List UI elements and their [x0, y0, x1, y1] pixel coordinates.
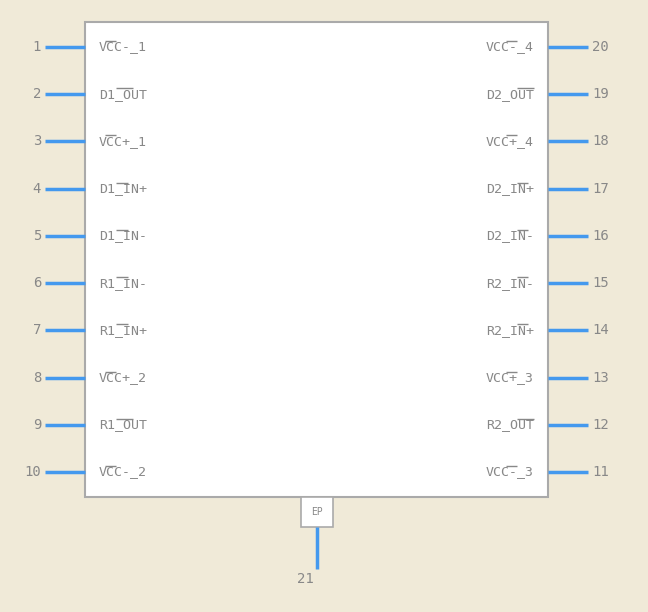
- Text: 12: 12: [592, 418, 608, 432]
- Text: R1_OUT: R1_OUT: [99, 418, 147, 431]
- Text: R2_OUT: R2_OUT: [486, 418, 534, 431]
- Text: 7: 7: [32, 323, 41, 337]
- Text: VCC-_2: VCC-_2: [99, 466, 147, 479]
- Text: VCC+_3: VCC+_3: [486, 371, 534, 384]
- Text: VCC-_3: VCC-_3: [486, 466, 534, 479]
- Text: 21: 21: [297, 572, 314, 586]
- Text: 18: 18: [592, 135, 608, 149]
- Bar: [301, 497, 332, 527]
- Text: 17: 17: [592, 182, 608, 196]
- Text: D1_OUT: D1_OUT: [99, 88, 147, 101]
- Text: 1: 1: [32, 40, 41, 54]
- Text: 4: 4: [32, 182, 41, 196]
- Text: VCC+_2: VCC+_2: [99, 371, 147, 384]
- Text: VCC-_1: VCC-_1: [99, 40, 147, 53]
- Text: 6: 6: [32, 276, 41, 290]
- Text: 14: 14: [592, 323, 608, 337]
- Text: 13: 13: [592, 370, 608, 384]
- Text: 3: 3: [32, 135, 41, 149]
- Text: VCC+_4: VCC+_4: [486, 135, 534, 148]
- Text: D2_OUT: D2_OUT: [486, 88, 534, 101]
- Text: D2_IN+: D2_IN+: [486, 182, 534, 195]
- Text: 11: 11: [592, 465, 608, 479]
- Text: 5: 5: [32, 229, 41, 243]
- Text: R1_IN+: R1_IN+: [99, 324, 147, 337]
- Text: 19: 19: [592, 88, 608, 101]
- Text: R2_IN-: R2_IN-: [486, 277, 534, 289]
- Text: 8: 8: [32, 370, 41, 384]
- Text: R2_IN+: R2_IN+: [486, 324, 534, 337]
- Text: EP: EP: [310, 507, 322, 517]
- Bar: [85, 22, 548, 497]
- Text: VCC-_4: VCC-_4: [486, 40, 534, 53]
- Text: 20: 20: [592, 40, 608, 54]
- Text: 10: 10: [24, 465, 41, 479]
- Text: D2_IN-: D2_IN-: [486, 230, 534, 242]
- Text: D1_IN-: D1_IN-: [99, 230, 147, 242]
- Text: R1_IN-: R1_IN-: [99, 277, 147, 289]
- Text: 15: 15: [592, 276, 608, 290]
- Text: D1_IN+: D1_IN+: [99, 182, 147, 195]
- Text: 9: 9: [32, 418, 41, 432]
- Text: 2: 2: [32, 88, 41, 101]
- Text: 16: 16: [592, 229, 608, 243]
- Text: VCC+_1: VCC+_1: [99, 135, 147, 148]
